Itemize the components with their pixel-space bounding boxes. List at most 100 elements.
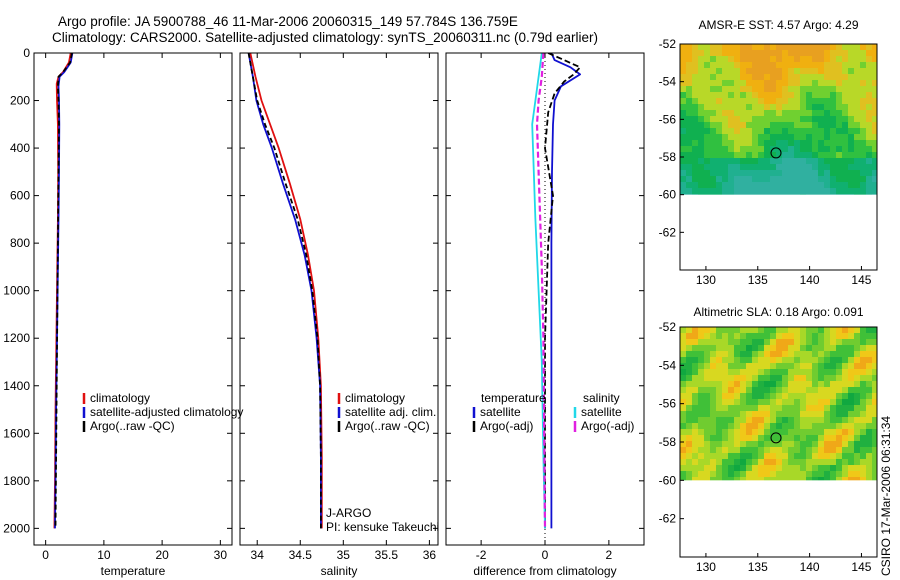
amsre_sst-heat-cell — [824, 44, 830, 50]
amsre_sst-heat-cell — [740, 56, 746, 62]
altimetric_sla-heat-cell — [722, 435, 728, 441]
altimetric_sla-heat-cell — [806, 363, 812, 369]
altimetric_sla-heat-cell — [698, 405, 704, 411]
amsre_sst-heat-cell — [740, 62, 746, 68]
altimetric_sla-heat-cell — [734, 411, 740, 417]
amsre_sst-heat-cell — [776, 50, 782, 56]
altimetric_sla-heat-cell — [818, 405, 824, 411]
amsre_sst-heat-cell — [758, 158, 764, 164]
amsre_sst-heat-cell — [842, 68, 848, 74]
altimetric_sla-heat-cell — [794, 357, 800, 363]
altimetric_sla-heat-cell — [794, 441, 800, 447]
altimetric_sla-heat-cell — [800, 369, 806, 375]
amsre_sst-heat-cell — [722, 140, 728, 146]
amsre_sst-heat-cell — [776, 98, 782, 104]
altimetric_sla-heat-cell — [776, 339, 782, 345]
amsre_sst-heat-cell — [746, 92, 752, 98]
amsre_sst-heat-cell — [848, 146, 854, 152]
altimetric_sla-heat-cell — [866, 357, 872, 363]
amsre_sst-heat-cell — [716, 104, 722, 110]
amsre_sst-heat-cell — [812, 74, 818, 80]
amsre_sst-heat-cell — [680, 176, 686, 182]
amsre_sst-heat-cell — [734, 50, 740, 56]
salinity-xtick-label: 34 — [251, 548, 265, 562]
amsre_sst-heat-cell — [728, 86, 734, 92]
amsre_sst-heat-cell — [854, 140, 860, 146]
amsre_sst-heat-cell — [722, 110, 728, 116]
altimetric_sla-heat-cell — [764, 327, 770, 333]
altimetric_sla-heat-cell — [710, 345, 716, 351]
amsre_sst-heat-cell — [836, 158, 842, 164]
altimetric_sla-heat-cell — [764, 411, 770, 417]
altimetric_sla-heat-cell — [872, 453, 877, 459]
amsre_sst-heat-cell — [692, 68, 698, 74]
amsre_sst-heat-cell — [842, 182, 848, 188]
amsre_sst-heat-cell — [788, 158, 794, 164]
altimetric_sla-heat-cell — [848, 345, 854, 351]
amsre_sst-heat-cell — [752, 86, 758, 92]
amsre_sst-heat-cell — [680, 62, 686, 68]
amsre_sst-heat-cell — [794, 134, 800, 140]
amsre_sst-heat-cell — [830, 104, 836, 110]
amsre_sst-heat-cell — [824, 164, 830, 170]
amsre_sst-heat-cell — [854, 86, 860, 92]
altimetric_sla-heat-cell — [728, 327, 734, 333]
amsre_sst-heat-cell — [734, 92, 740, 98]
amsre_sst-heat-cell — [872, 80, 877, 86]
amsre_sst-heat-cell — [854, 98, 860, 104]
altimetric_sla-heat-cell — [824, 363, 830, 369]
altimetric_sla-heat-cell — [752, 393, 758, 399]
altimetric_sla-heat-cell — [818, 393, 824, 399]
amsre_sst-heat-cell — [812, 164, 818, 170]
amsre_sst-heat-cell — [824, 152, 830, 158]
altimetric_sla-heat-cell — [740, 339, 746, 345]
altimetric_sla-heat-cell — [752, 435, 758, 441]
altimetric_sla-heat-cell — [812, 435, 818, 441]
altimetric_sla-heat-cell — [716, 405, 722, 411]
altimetric_sla-heat-cell — [836, 369, 842, 375]
altimetric_sla-heat-cell — [788, 435, 794, 441]
amsre_sst-heat-cell — [842, 170, 848, 176]
altimetric_sla-heat-cell — [848, 333, 854, 339]
altimetric_sla-heat-cell — [800, 399, 806, 405]
altimetric_sla-heat-cell — [818, 435, 824, 441]
altimetric_sla-heat-cell — [776, 417, 782, 423]
altimetric_sla-heat-cell — [812, 417, 818, 423]
altimetric_sla-heat-cell — [848, 375, 854, 381]
amsre_sst-heat-cell — [734, 68, 740, 74]
altimetric_sla-heat-cell — [764, 447, 770, 453]
amsre_sst-heat-cell — [776, 110, 782, 116]
altimetric_sla-heat-cell — [782, 381, 788, 387]
altimetric_sla-heat-cell — [842, 375, 848, 381]
altimetric_sla-heat-cell — [692, 393, 698, 399]
amsre_sst-heat-cell — [692, 158, 698, 164]
amsre_sst-heat-cell — [710, 116, 716, 122]
amsre_sst-heat-cell — [794, 56, 800, 62]
altimetric_sla-heat-cell — [722, 381, 728, 387]
amsre_sst-heat-cell — [746, 152, 752, 158]
amsre_sst-heat-cell — [794, 44, 800, 50]
altimetric_sla-heat-cell — [740, 327, 746, 333]
amsre_sst-heat-cell — [854, 182, 860, 188]
altimetric_sla-heat-cell — [860, 381, 866, 387]
altimetric_sla-heat-cell — [746, 411, 752, 417]
altimetric_sla-heat-cell — [752, 405, 758, 411]
amsre_sst-heat-cell — [776, 176, 782, 182]
amsre_sst-heat-cell — [830, 146, 836, 152]
altimetric_sla-heat-cell — [788, 327, 794, 333]
amsre_sst-heat-cell — [788, 152, 794, 158]
altimetric_sla-heat-cell — [758, 351, 764, 357]
amsre_sst-heat-cell — [830, 86, 836, 92]
amsre_sst-heat-cell — [806, 62, 812, 68]
amsre_sst-heat-cell — [782, 170, 788, 176]
altimetric_sla-heat-cell — [788, 363, 794, 369]
altimetric_sla-heat-cell — [752, 399, 758, 405]
altimetric_sla-heat-cell — [728, 387, 734, 393]
altimetric_sla-heat-cell — [854, 399, 860, 405]
altimetric_sla-heat-cell — [740, 441, 746, 447]
amsre_sst-heat-cell — [728, 134, 734, 140]
amsre_sst-heat-cell — [764, 182, 770, 188]
amsre_sst-heat-cell — [764, 80, 770, 86]
altimetric_sla-heat-cell — [710, 333, 716, 339]
altimetric_sla-heat-cell — [788, 459, 794, 465]
